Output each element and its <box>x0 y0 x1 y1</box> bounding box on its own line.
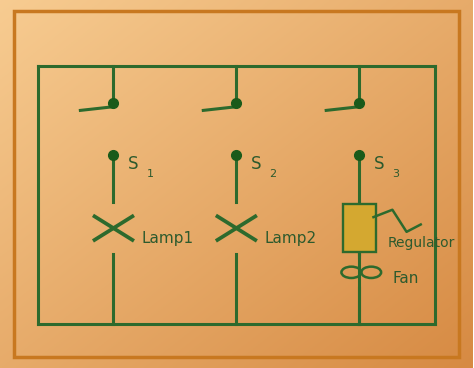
Text: Fan: Fan <box>392 271 419 286</box>
Text: S: S <box>128 155 138 173</box>
Text: Lamp1: Lamp1 <box>142 231 194 246</box>
Text: 2: 2 <box>269 169 277 178</box>
Text: Regulator: Regulator <box>388 236 455 250</box>
FancyBboxPatch shape <box>343 204 376 252</box>
Text: S: S <box>374 155 384 173</box>
Text: 3: 3 <box>392 169 400 178</box>
Text: S: S <box>251 155 261 173</box>
Text: 1: 1 <box>146 169 154 178</box>
Text: Lamp2: Lamp2 <box>265 231 317 246</box>
